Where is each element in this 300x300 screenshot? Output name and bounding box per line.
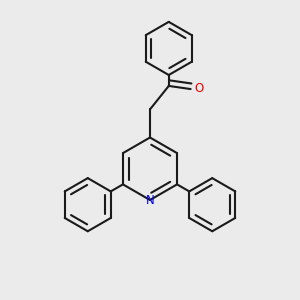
Text: O: O [194, 82, 204, 95]
Text: N: N [146, 194, 154, 206]
